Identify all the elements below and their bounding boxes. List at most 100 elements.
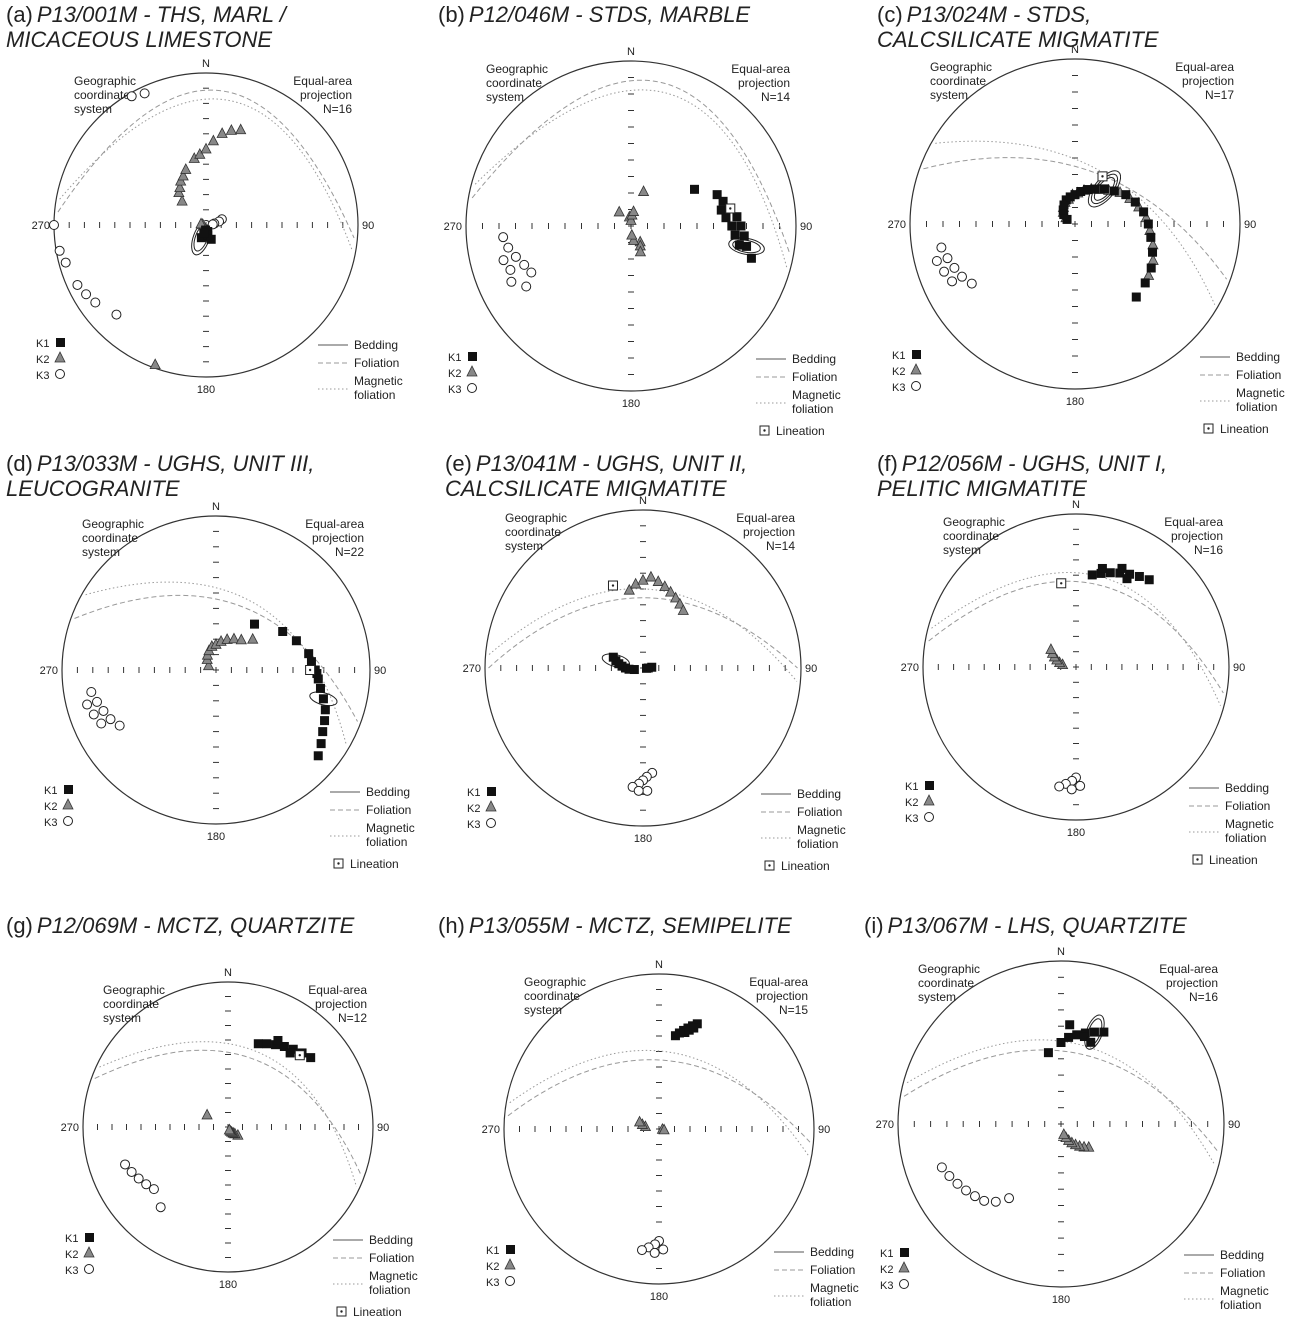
k2-point [228,632,240,644]
sample-count: N=16 [1189,990,1218,1004]
k3-point [1054,781,1065,792]
primitive-circle [82,981,374,1273]
k3-point [96,718,107,729]
legend-k1-label: K1 [880,1248,893,1260]
panel-title-line-2: PELITIC MIGMATITE [877,476,1087,501]
k1-point [718,196,728,206]
panel-letter: (h) [438,913,465,938]
east-label: 90 [805,663,817,675]
legend-k2-symbol [898,1261,910,1273]
magnetic-foliation-arc [474,89,788,268]
legend-k1-label: K1 [36,338,49,350]
coord-system-label: Geographic [82,517,144,531]
k1-point [1139,207,1149,217]
k2-point [194,147,206,159]
legend-magnetic-label: Magnetic [797,823,846,837]
panel-title-line-2: CALCSILICATE MIGMATITE [445,476,727,501]
k1-point [291,636,301,646]
k3-point [120,1159,131,1170]
projection-label: Equal-area [293,74,352,88]
k1-point [1062,214,1072,224]
legend-k3-symbol [55,369,65,379]
k1-point [1059,210,1069,220]
east-label: 90 [818,1124,830,1136]
legend-bedding-label: Bedding [1236,350,1280,364]
legend-k1-symbol [900,1248,909,1257]
k3-point [139,88,150,99]
k3-point [54,245,65,256]
k1-point [1087,570,1097,580]
k3-point [936,1162,947,1173]
panel-title-line-1: P12/056M - UGHS, UNIT I, [902,451,1167,476]
k1-point [196,233,206,243]
legend-k2-label: K2 [44,801,57,813]
k2-point [1045,643,1057,654]
projection-label: Equal-area [1175,60,1234,74]
k1-point [1058,205,1068,215]
k3-point [521,281,532,292]
k1-point [730,230,740,240]
k2-point [174,181,186,193]
legend-magnetic-label: Magnetic [1225,817,1274,831]
k1-point [1089,1027,1099,1037]
legend-k1-label: K1 [448,352,461,364]
k3-point [86,686,97,697]
legend-k1-label: K1 [905,781,918,793]
panel-title: (a) P13/001M - THS, MARL / [6,2,288,27]
coord-system-label: coordinate [103,997,159,1011]
legend-foliation-label: Foliation [797,805,842,819]
k1-point [1134,571,1144,581]
k2-point [180,163,192,174]
legend-k1-symbol [64,785,73,794]
k1-point [732,212,742,222]
legend-k1-symbol [85,1233,94,1242]
legend-k2-symbol [485,800,497,812]
legend-k2-symbol [83,1246,95,1258]
k2-point [149,358,161,370]
k1-point [320,705,330,715]
west-label: 270 [888,219,906,231]
lineation-dot [729,207,732,210]
lineation-dot [1060,582,1063,585]
k1-point [312,669,322,679]
legend-magnetic-label: foliation [792,402,833,416]
panel-letter: (g) [6,913,33,938]
legend-magnetic-label: foliation [1236,400,1277,414]
k3-point [126,1166,137,1177]
coord-system-label: system [103,1011,141,1025]
k3-point [141,1179,152,1190]
k3-point [207,219,218,230]
south-label: 180 [207,831,225,843]
confidence-ellipse [732,239,761,254]
k3-point [979,1195,990,1206]
k1-point [316,739,326,749]
legend-k2-symbol [466,365,478,377]
panel-title-line-1: P13/041M - UGHS, UNIT II, [476,451,747,476]
k1-point [746,253,756,263]
foliation-arc [471,79,791,255]
k1-point [318,727,328,737]
legend-magnetic-label: foliation [1220,1298,1261,1312]
east-label: 90 [1233,662,1245,674]
legend-k3-label: K3 [44,817,57,829]
k3-point [949,262,960,273]
coord-system-label: coordinate [505,525,561,539]
k2-point [176,194,188,206]
primitive-circle [897,960,1225,1288]
legend-k1-symbol [506,1245,515,1254]
legend-k3-symbol [84,1264,94,1274]
legend-magnetic-label: foliation [810,1295,851,1309]
legend-magnetic-label: Magnetic [354,374,403,388]
k2-point [652,575,664,586]
k1-point [1059,200,1069,210]
panel-title-line-1: P13/033M - UGHS, UNIT III, [37,451,315,476]
north-label: N [212,501,220,513]
primitive-circle [61,515,371,825]
k3-point [105,714,116,725]
panel-title: (f) P12/056M - UGHS, UNIT I, [877,451,1167,476]
legend-magnetic-label: Magnetic [810,1281,859,1295]
k1-point [1083,185,1093,195]
k1-point [315,683,325,693]
coord-system-label: system [930,88,968,102]
k2-point [677,604,689,615]
